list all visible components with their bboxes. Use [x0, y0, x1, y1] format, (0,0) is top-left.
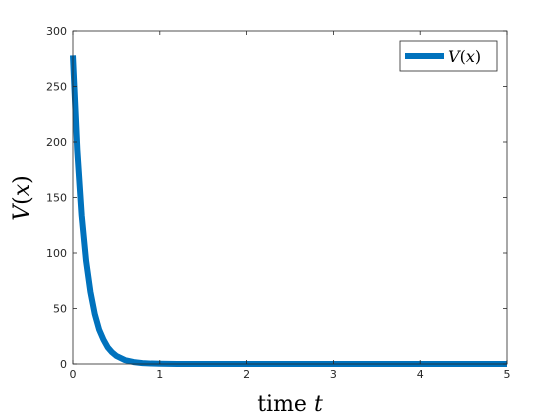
y-tick-label: 150: [46, 192, 67, 205]
legend-label: V(x): [448, 47, 481, 66]
y-axis-label: V(x): [10, 175, 35, 221]
x-tick-label: 5: [504, 368, 511, 381]
x-tick-label: 3: [330, 368, 337, 381]
x-tick-label: 2: [243, 368, 250, 381]
legend: V(x): [399, 40, 498, 72]
x-tick-label: 4: [417, 368, 424, 381]
y-tick-label: 200: [46, 136, 67, 149]
y-tick-label: 100: [46, 247, 67, 260]
plot-area: [73, 31, 507, 364]
x-tick-label: 1: [156, 368, 163, 381]
y-tick-label: 250: [46, 81, 67, 94]
y-tick-label: 0: [60, 358, 67, 371]
x-tick-label: 0: [70, 368, 77, 381]
y-tick-label: 300: [46, 25, 67, 38]
y-tick-label: 50: [53, 303, 67, 316]
x-axis-label: time t: [257, 392, 323, 417]
